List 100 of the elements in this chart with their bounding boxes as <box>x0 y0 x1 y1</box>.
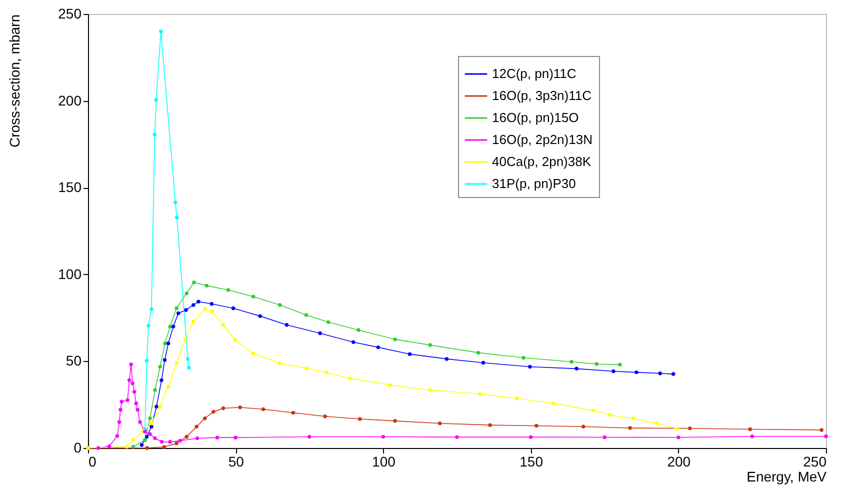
point <box>631 416 636 420</box>
y-tick-label: 50 <box>66 352 82 369</box>
point <box>154 98 158 102</box>
point <box>195 436 200 440</box>
point <box>654 421 658 426</box>
point <box>131 444 136 449</box>
point <box>143 438 147 442</box>
point <box>608 413 612 417</box>
point <box>162 445 166 449</box>
point <box>210 310 214 314</box>
point <box>158 404 162 409</box>
point <box>358 417 362 421</box>
point <box>154 404 158 409</box>
point <box>352 340 356 344</box>
x-tick-label: 200 <box>667 454 691 470</box>
point <box>174 216 179 220</box>
point <box>304 366 309 370</box>
point <box>284 323 289 327</box>
x-tick-label: 250 <box>803 454 827 470</box>
point <box>187 366 191 370</box>
point <box>120 400 124 404</box>
point <box>174 306 178 310</box>
point <box>251 352 256 356</box>
point <box>159 29 163 34</box>
point <box>166 384 170 389</box>
point <box>514 396 518 400</box>
point <box>238 406 242 410</box>
point <box>478 392 482 396</box>
point <box>176 311 180 316</box>
point <box>428 388 432 392</box>
x-tick-label: 0 <box>88 454 96 470</box>
legend-label: 31P(p, pn)P30 <box>492 176 576 191</box>
point <box>138 420 142 424</box>
point <box>688 426 692 430</box>
point <box>132 390 136 394</box>
point <box>594 362 598 366</box>
legend-label: 40Ca(p, 2pn)38K <box>492 154 592 169</box>
point <box>318 331 322 336</box>
point <box>140 443 144 447</box>
point <box>150 424 154 429</box>
point <box>618 362 622 367</box>
point <box>570 360 574 364</box>
point <box>118 408 122 412</box>
point <box>581 424 586 429</box>
point <box>130 381 134 386</box>
point <box>278 303 282 307</box>
point <box>455 435 459 439</box>
y-tick-label: 150 <box>58 179 82 196</box>
point <box>602 435 606 440</box>
point <box>148 416 152 420</box>
point <box>192 303 196 307</box>
point <box>153 388 157 392</box>
point <box>444 357 449 361</box>
point <box>308 434 312 439</box>
point <box>144 358 149 363</box>
legend-label: 16O(p, pn)15O <box>492 110 579 125</box>
point <box>174 361 178 366</box>
point <box>124 444 129 449</box>
point <box>672 372 676 376</box>
point <box>134 402 138 406</box>
point <box>96 446 100 450</box>
point <box>150 421 154 426</box>
point <box>388 383 392 387</box>
point <box>528 364 532 369</box>
point <box>376 345 380 350</box>
point <box>748 427 752 432</box>
y-axis-title: Cross-section, mbarn <box>6 14 22 148</box>
point <box>204 284 209 288</box>
point <box>148 432 152 436</box>
point <box>324 370 328 374</box>
x-tick-label: 50 <box>228 454 244 470</box>
point <box>136 408 140 412</box>
point <box>186 357 190 361</box>
point <box>226 288 230 292</box>
point <box>162 358 167 362</box>
point <box>150 307 154 311</box>
point <box>160 378 164 382</box>
point <box>393 419 397 423</box>
point <box>356 328 360 332</box>
legend-label: 12C(p, pn)11C <box>492 66 576 81</box>
point <box>481 360 486 365</box>
point <box>231 306 236 310</box>
y-tick-label: 100 <box>58 266 82 282</box>
point <box>251 294 256 298</box>
point <box>158 364 162 369</box>
point <box>163 341 167 346</box>
point <box>488 423 492 427</box>
point <box>628 426 632 430</box>
point <box>107 444 112 448</box>
point <box>168 324 172 329</box>
point <box>215 436 220 440</box>
point <box>258 314 262 318</box>
point <box>126 398 130 402</box>
point <box>393 337 397 342</box>
point <box>196 300 200 304</box>
point <box>574 366 578 371</box>
point <box>168 440 172 444</box>
point <box>323 414 327 418</box>
point <box>278 361 282 366</box>
point <box>192 320 196 324</box>
